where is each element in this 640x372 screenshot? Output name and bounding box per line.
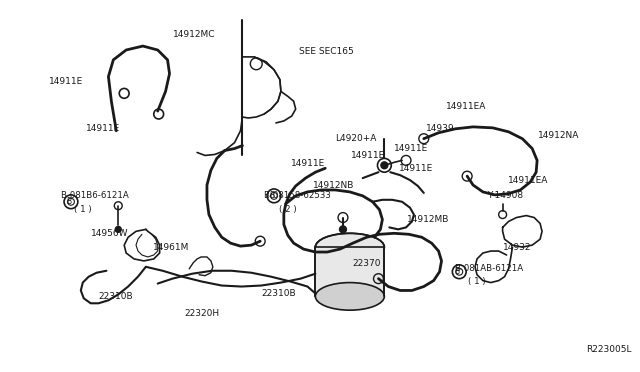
Text: B: B bbox=[269, 191, 275, 201]
Text: R223005L: R223005L bbox=[586, 345, 632, 354]
Text: B: B bbox=[455, 267, 460, 276]
Text: 22320H: 22320H bbox=[184, 309, 220, 318]
Text: 14956W: 14956W bbox=[91, 229, 128, 238]
Text: ( 1 ): ( 1 ) bbox=[74, 205, 92, 214]
Text: 14912MB: 14912MB bbox=[407, 215, 449, 224]
Text: 14911E: 14911E bbox=[394, 144, 428, 153]
Text: Y-14908: Y-14908 bbox=[487, 191, 523, 201]
Text: 14911E: 14911E bbox=[86, 124, 120, 133]
Text: ( 1 ): ( 1 ) bbox=[468, 277, 486, 286]
Ellipse shape bbox=[316, 283, 385, 310]
Text: 14912NA: 14912NA bbox=[538, 131, 579, 140]
Text: 14912MC: 14912MC bbox=[172, 30, 215, 39]
Text: L4920+A: L4920+A bbox=[335, 134, 376, 143]
Text: B 081AB-6121A: B 081AB-6121A bbox=[455, 264, 524, 273]
Text: 14961M: 14961M bbox=[153, 243, 189, 251]
Text: B 081B6-6121A: B 081B6-6121A bbox=[61, 191, 129, 201]
Ellipse shape bbox=[316, 233, 385, 261]
Text: 22310B: 22310B bbox=[99, 292, 133, 301]
Text: 14939: 14939 bbox=[426, 124, 454, 133]
Bar bbox=[316, 247, 385, 296]
Text: 14911E: 14911E bbox=[399, 164, 433, 173]
Text: 22370: 22370 bbox=[353, 259, 381, 268]
Text: SEE SEC165: SEE SEC165 bbox=[299, 48, 353, 57]
Text: 14912NB: 14912NB bbox=[314, 180, 355, 189]
Text: 14911E: 14911E bbox=[351, 151, 385, 160]
Text: 14911E: 14911E bbox=[291, 159, 325, 168]
Text: ( 2 ): ( 2 ) bbox=[279, 205, 296, 214]
Text: 14911E: 14911E bbox=[49, 77, 84, 86]
Text: 14911EA: 14911EA bbox=[508, 176, 548, 185]
Circle shape bbox=[381, 162, 388, 169]
Circle shape bbox=[340, 226, 346, 233]
Text: 22310B: 22310B bbox=[261, 289, 296, 298]
Text: 14911EA: 14911EA bbox=[445, 102, 486, 111]
Text: 14932: 14932 bbox=[502, 243, 531, 251]
Text: B: B bbox=[67, 197, 72, 206]
Circle shape bbox=[115, 227, 121, 232]
Text: B 08158-62533: B 08158-62533 bbox=[264, 191, 331, 201]
